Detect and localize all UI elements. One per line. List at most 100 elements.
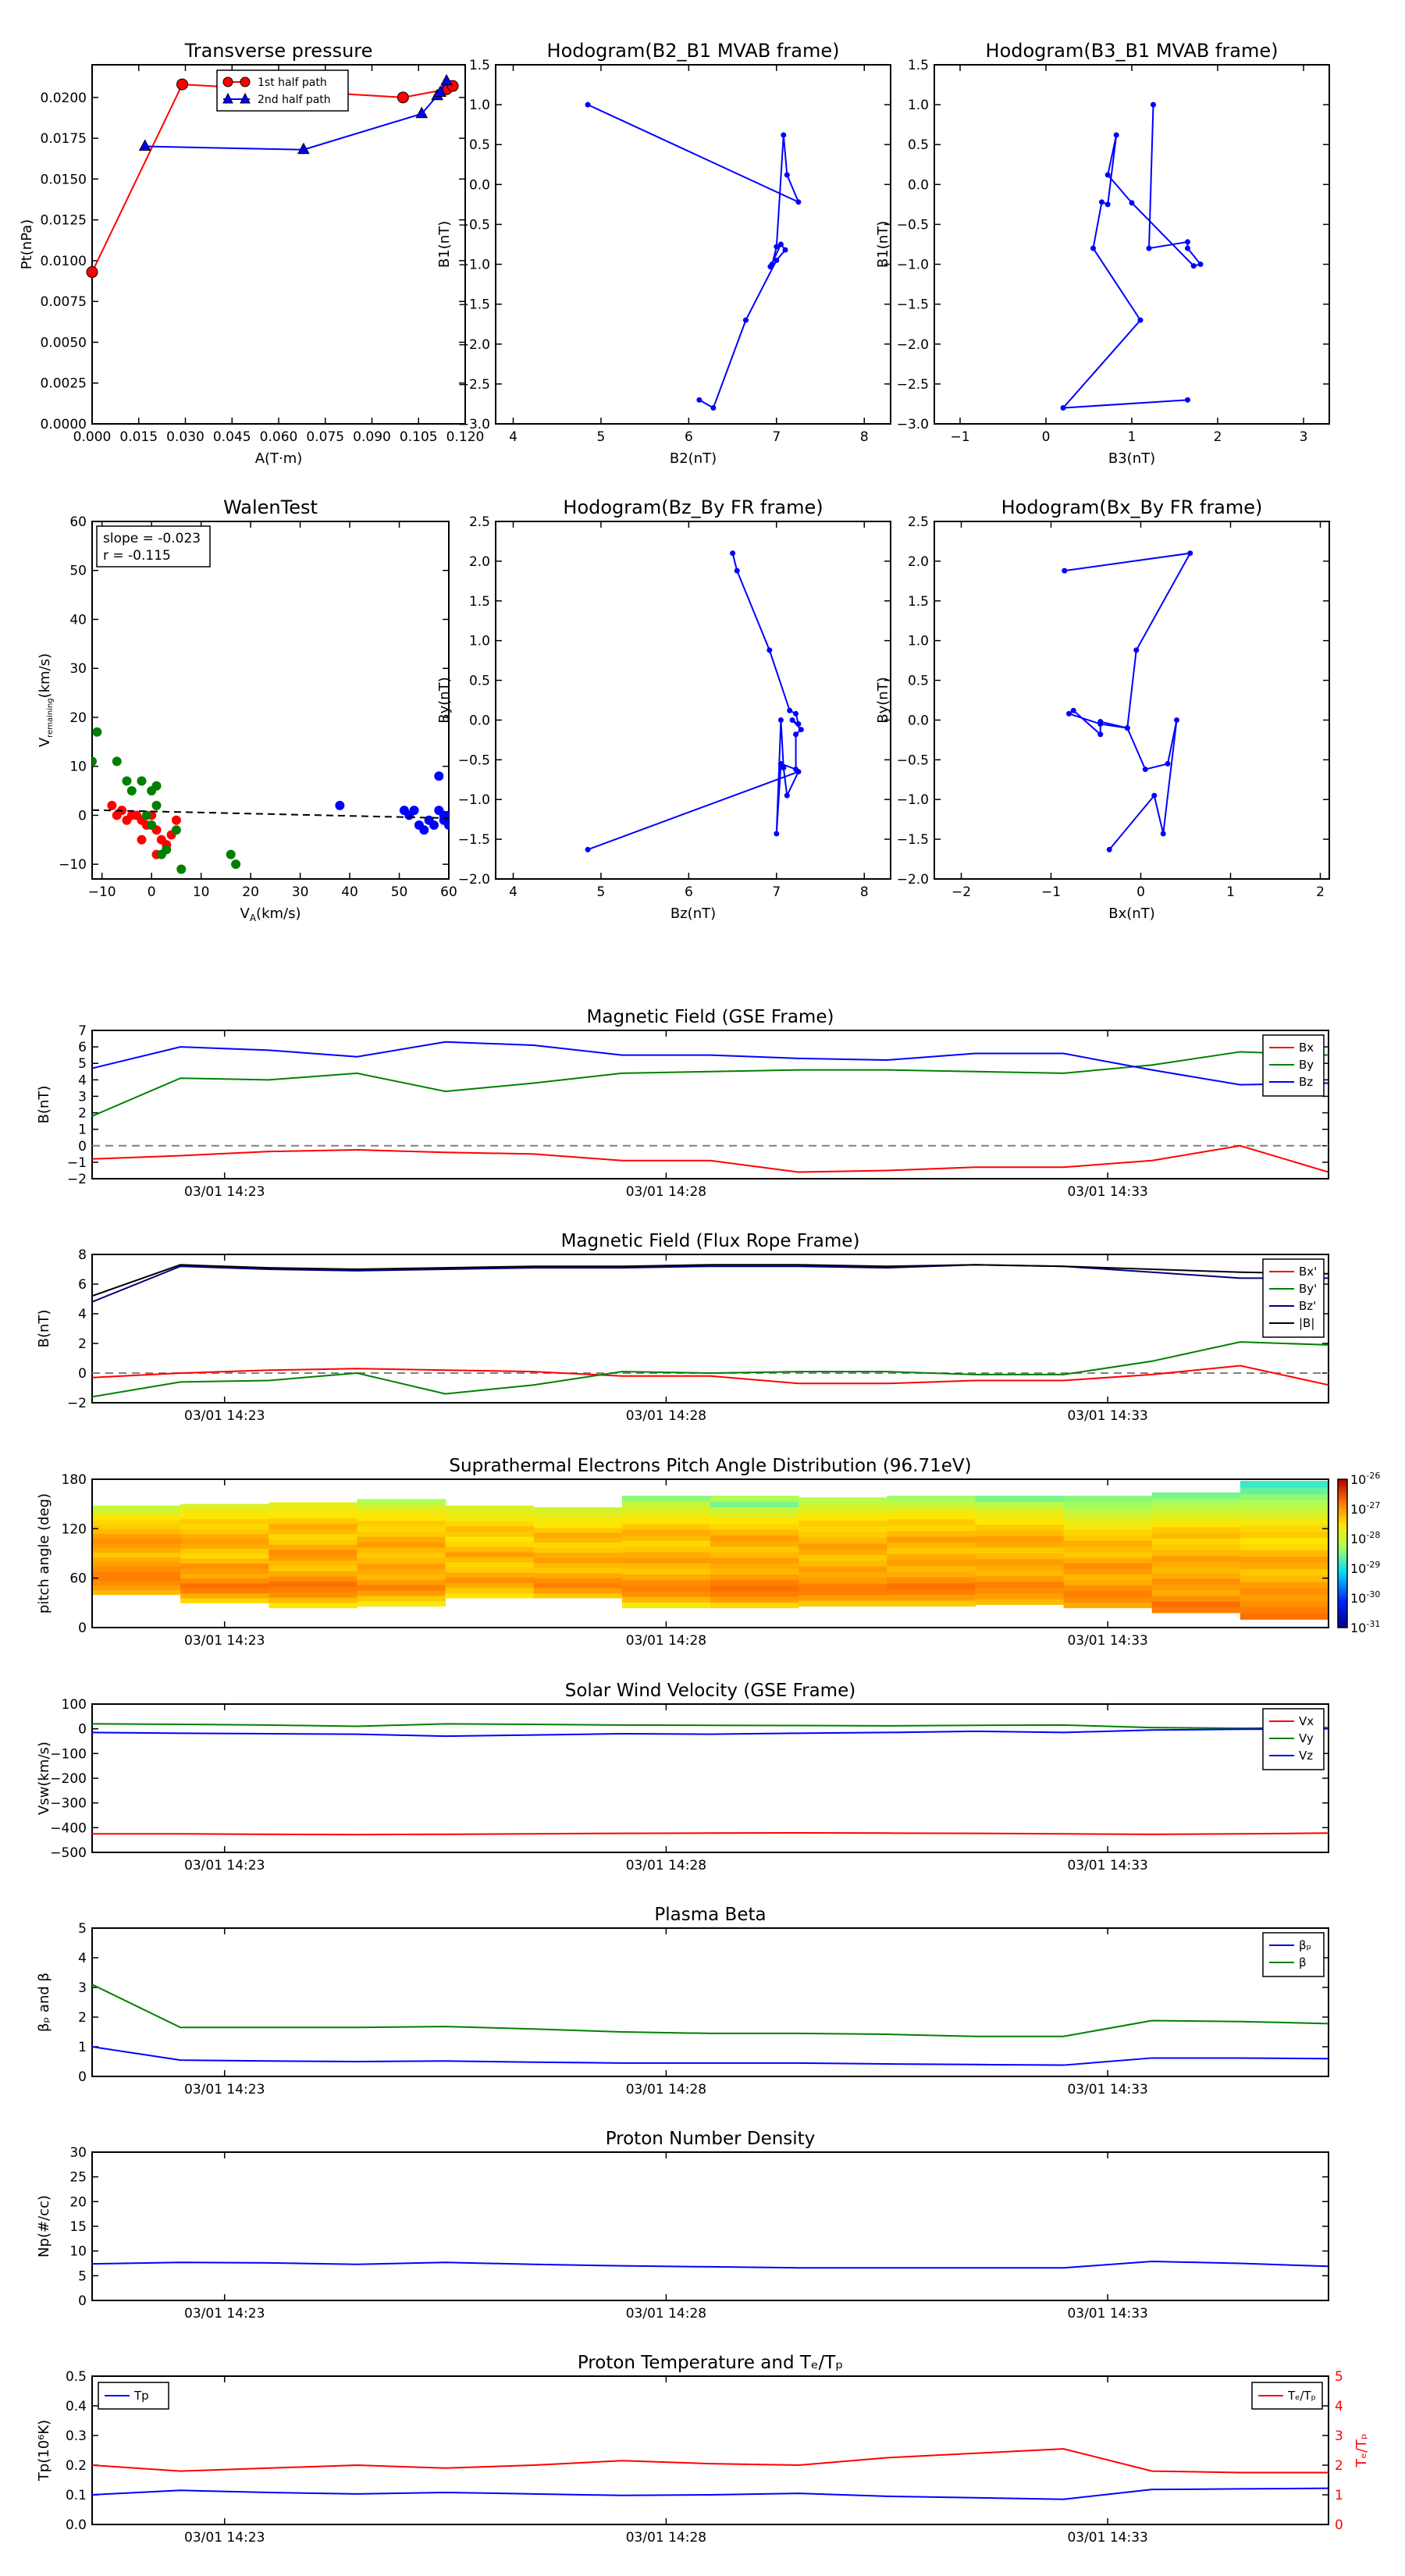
data-point — [767, 264, 774, 270]
heatmap-cell — [1063, 1551, 1153, 1558]
heatmap-cell — [357, 1563, 446, 1570]
chart-title: Transverse pressure — [184, 40, 373, 62]
heatmap-cell — [92, 1538, 181, 1544]
chart-title: Hodogram(B2_B1 MVAB frame) — [547, 40, 840, 62]
y-tick-label: −0.5 — [458, 217, 490, 233]
y-tick-label: 0 — [78, 808, 87, 824]
heatmap-cell — [1240, 1550, 1329, 1557]
heatmap-cell — [1240, 1588, 1329, 1595]
chart-sw-velocity: Solar Wind Velocity (GSE Frame) −500 −400 −… — [36, 1681, 1329, 1873]
y-tick-label: −3.0 — [458, 417, 490, 432]
heatmap-cell — [269, 1544, 357, 1550]
heatmap-cell — [799, 1594, 887, 1601]
y-axis-label: Vremaining(km/s) — [37, 653, 55, 747]
heatmap-cell — [887, 1530, 976, 1537]
y-tick-label: 0.0 — [469, 177, 490, 193]
heatmap-cell — [710, 1524, 799, 1530]
heatmap-cell — [180, 1588, 269, 1594]
legend-box — [1262, 1932, 1325, 1977]
heatmap-cell — [975, 1507, 1065, 1514]
heatmap-cell — [1240, 1493, 1329, 1500]
heatmap-cell — [1063, 1507, 1153, 1514]
colorbar-step — [1338, 1491, 1347, 1495]
heatmap-cell — [1151, 1578, 1241, 1585]
y-axis-label: Vsw(km/s) — [36, 1742, 52, 1815]
heatmap-cell — [710, 1507, 799, 1514]
heatmap-cell — [710, 1579, 799, 1586]
chart-walen-test: WalenTest −10 0 10 20 30 40 50 60 −10 0 10 20 30 40 50 6… — [37, 496, 457, 923]
y-tick-label: 0.0100 — [41, 254, 87, 269]
x-tick-label: 03/01 14:33 — [1067, 1408, 1147, 1424]
heatmap-cell — [799, 1583, 887, 1590]
heatmap-cell — [710, 1596, 799, 1603]
heatmap-cell — [1063, 1546, 1153, 1553]
heatmap-cell — [1063, 1574, 1153, 1581]
y-tick-label: 180 — [62, 1472, 87, 1488]
heatmap-cell — [92, 1557, 181, 1563]
x-tick-label: 0.090 — [353, 429, 391, 445]
heatmap-cell — [1151, 1509, 1241, 1516]
colorbar-step — [1338, 1548, 1347, 1552]
heatmap-cell — [180, 1583, 269, 1589]
y-tick-label: 0 — [78, 2293, 87, 2309]
data-point — [429, 820, 439, 830]
plot-frame — [91, 521, 450, 880]
y-axis-label: B1(nT) — [436, 221, 453, 268]
heatmap-cell — [621, 1574, 711, 1581]
colorbar-step — [1338, 1503, 1347, 1507]
plot-frame — [495, 64, 891, 425]
x-tick-label: 0 — [148, 884, 156, 900]
data-point — [151, 800, 162, 810]
y-axis-label: Pt(nPa) — [19, 219, 35, 269]
data-point — [1060, 405, 1066, 411]
series-line — [91, 2448, 1329, 2474]
heatmap-cell — [533, 1582, 623, 1589]
heatmap-cell — [1240, 1537, 1329, 1545]
y-tick-label: 0.0125 — [41, 213, 87, 229]
heatmap-cell — [1063, 1512, 1153, 1519]
y-axis-label: B1(nT) — [875, 221, 891, 268]
data-point — [1146, 245, 1152, 251]
data-point — [1062, 568, 1068, 574]
x-tick-label: 6 — [685, 884, 693, 900]
legend: 1st half path 2nd half path — [216, 69, 349, 112]
heatmap-cell — [533, 1512, 623, 1518]
data-point — [784, 792, 790, 799]
heatmap-cell — [621, 1551, 711, 1558]
heatmap-cell — [710, 1535, 799, 1542]
data-point — [774, 244, 780, 250]
colorbar-step — [1338, 1482, 1347, 1485]
y-tick-label: 4 — [78, 1951, 87, 1966]
heatmap-cell — [975, 1524, 1065, 1531]
colorbar-step — [1338, 1533, 1347, 1537]
y-axis-label: B(nT) — [36, 1086, 52, 1124]
series-line — [1064, 552, 1192, 850]
heatmap-cell — [1240, 1568, 1329, 1576]
x-tick-label: −2 — [951, 884, 971, 900]
heatmap-cell — [1063, 1501, 1153, 1507]
y-axis-label: βₚ and β — [36, 1973, 52, 2032]
y-tick-label: −2 — [67, 1396, 87, 1411]
heatmap-cell — [92, 1510, 181, 1516]
data-point — [1197, 262, 1204, 268]
data-point — [397, 91, 409, 104]
y-tick-label: −1.5 — [897, 832, 929, 848]
heatmap-cell — [621, 1585, 711, 1592]
heatmap-cell — [887, 1525, 976, 1532]
x-tick-label: 03/01 14:23 — [184, 1408, 265, 1424]
heatmap-cell — [357, 1504, 446, 1510]
right-y-axis-label: Tₑ/Tₚ — [1353, 2433, 1370, 2467]
data-point — [1174, 717, 1179, 723]
series-line — [91, 1264, 1329, 1303]
heatmap-cell — [710, 1517, 799, 1525]
heatmap-cell — [533, 1588, 623, 1594]
legend-label: Vz — [1299, 1749, 1313, 1763]
colorbar-step — [1338, 1573, 1347, 1576]
y-tick-label: 20 — [69, 2194, 87, 2210]
x-tick-label: 0.060 — [260, 429, 298, 445]
heatmap-cell — [975, 1501, 1065, 1508]
heatmap-cell — [1240, 1543, 1329, 1551]
heatmap-cell — [533, 1542, 623, 1548]
x-tick-label: 40 — [341, 884, 358, 900]
heatmap-cell — [445, 1531, 535, 1537]
